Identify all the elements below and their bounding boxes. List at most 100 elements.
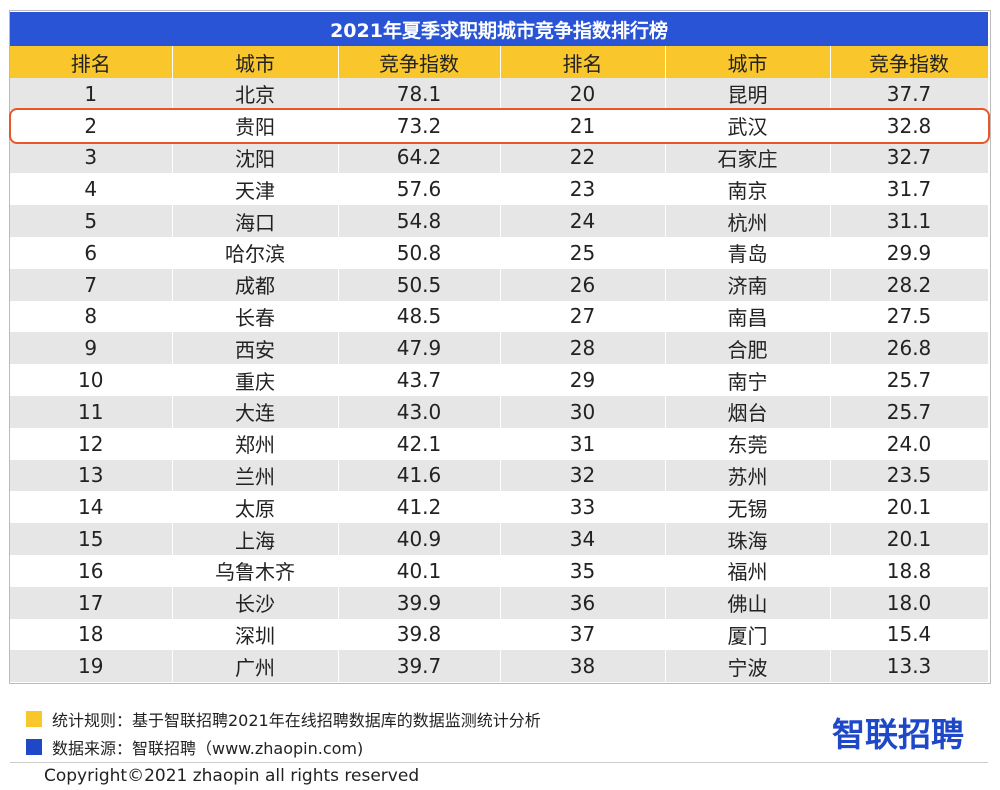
table-cell: 14	[10, 491, 173, 524]
table-cell: 43.7	[338, 364, 501, 396]
table-cell: 38	[500, 650, 666, 683]
table-cell: 长春	[172, 300, 339, 333]
header-cell: 竞争指数	[830, 46, 989, 78]
table-cell: 27.5	[830, 300, 989, 333]
table-cell: 24.0	[830, 427, 989, 460]
table-cell: 13.3	[830, 650, 989, 683]
table-cell: 北京	[172, 78, 339, 110]
table-cell: 48.5	[338, 300, 501, 333]
table-cell: 乌鲁木齐	[172, 554, 339, 587]
table-cell: 19	[10, 650, 173, 683]
table-cell: 13	[10, 459, 173, 492]
table-cell: 沈阳	[172, 141, 339, 174]
note: 统计规则：基于智联招聘2021年在线招聘数据库的数据监测统计分析	[52, 711, 541, 730]
table-cell: 16	[10, 554, 173, 587]
table-cell: 28	[500, 332, 666, 365]
table-cell: 10	[10, 364, 173, 396]
table-cell: 3	[10, 141, 173, 174]
table-cell: 佛山	[665, 586, 831, 619]
table-cell: 20.1	[830, 491, 989, 524]
table-cell: 64.2	[338, 141, 501, 174]
table-cell: 石家庄	[665, 141, 831, 174]
table-cell: 37.7	[830, 78, 989, 110]
table-cell: 27	[500, 300, 666, 333]
table-row: 4 天津 57.6 23 南京 31.7	[10, 173, 989, 206]
header-cell: 竞争指数	[338, 46, 501, 78]
table-cell: 31	[500, 427, 666, 460]
table-cell: 29.9	[830, 236, 989, 269]
highlight-box	[9, 108, 990, 144]
table-cell: 20	[500, 78, 666, 110]
table-cell: 54.8	[338, 205, 501, 237]
table-cell: 珠海	[665, 523, 831, 555]
header-cell: 排名	[500, 46, 666, 78]
table-cell: 18.0	[830, 586, 989, 619]
table-cell: 海口	[172, 205, 339, 237]
table-row: 15 上海 40.9 34 珠海 20.1	[10, 523, 989, 555]
table-cell: 26	[500, 268, 666, 301]
table-cell: 哈尔滨	[172, 236, 339, 269]
table-cell: 昆明	[665, 78, 831, 110]
table-cell: 50.8	[338, 236, 501, 269]
table-cell: 合肥	[665, 332, 831, 365]
table-cell: 34	[500, 523, 666, 555]
table-cell: 15.4	[830, 618, 989, 651]
table-cell: 东莞	[665, 427, 831, 460]
table-cell: 西安	[172, 332, 339, 365]
note: 数据来源：智联招聘（www.zhaopin.com)	[52, 739, 364, 758]
table-row: 7 成都 50.5 26 济南 28.2	[10, 268, 989, 301]
table-cell: 37	[500, 618, 666, 651]
table-cell: 杭州	[665, 205, 831, 237]
blue-marker	[26, 739, 42, 755]
header-row: 排名 城市 竞争指数 排名 城市 竞争指数	[10, 46, 989, 78]
table-cell: 20.1	[830, 523, 989, 555]
table-cell: 9	[10, 332, 173, 365]
header-cell: 排名	[10, 46, 173, 78]
table-cell: 30	[500, 395, 666, 428]
header-cell: 城市	[172, 46, 339, 78]
table-cell: 5	[10, 205, 173, 237]
table-cell: 31.1	[830, 205, 989, 237]
table-cell: 8	[10, 300, 173, 333]
separator	[10, 762, 988, 763]
table-row: 5 海口 54.8 24 杭州 31.1	[10, 205, 989, 237]
table-cell: 重庆	[172, 364, 339, 396]
table-cell: 南京	[665, 173, 831, 206]
table-title: 2021年夏季求职期城市竞争指数排行榜	[10, 12, 989, 46]
table-row: 18 深圳 39.8 37 厦门 15.4	[10, 618, 989, 651]
table-cell: 6	[10, 236, 173, 269]
table-cell: 31.7	[830, 173, 989, 206]
table-cell: 15	[10, 523, 173, 555]
table-cell: 36	[500, 586, 666, 619]
table-cell: 太原	[172, 491, 339, 524]
table-cell: 40.1	[338, 554, 501, 587]
table-cell: 宁波	[665, 650, 831, 683]
table-cell: 武汉	[665, 109, 831, 142]
table-cell: 南昌	[665, 300, 831, 333]
table-row: 3 沈阳 64.2 22 石家庄 32.7	[10, 141, 989, 174]
table-row: 19 广州 39.7 38 宁波 13.3	[10, 650, 989, 683]
table-cell: 7	[10, 268, 173, 301]
table-cell: 41.2	[338, 491, 501, 524]
table-cell: 25.7	[830, 364, 989, 396]
table-cell: 50.5	[338, 268, 501, 301]
table-cell: 29	[500, 364, 666, 396]
table-cell: 18.8	[830, 554, 989, 587]
table-cell: 1	[10, 78, 173, 110]
table-cell: 39.8	[338, 618, 501, 651]
table-row: 14 太原 41.2 33 无锡 20.1	[10, 491, 989, 524]
table-cell: 上海	[172, 523, 339, 555]
table-cell: 2	[10, 109, 173, 142]
table-row: 9 西安 47.9 28 合肥 26.8	[10, 332, 989, 365]
table-cell: 18	[10, 618, 173, 651]
yellow-marker	[26, 711, 42, 727]
table-cell: 26.8	[830, 332, 989, 365]
table-cell: 福州	[665, 554, 831, 587]
table-cell: 33	[500, 491, 666, 524]
table-cell: 25.7	[830, 395, 989, 428]
table-cell: 济南	[665, 268, 831, 301]
table-row: 16 乌鲁木齐 40.1 35 福州 18.8	[10, 554, 989, 587]
table-cell: 11	[10, 395, 173, 428]
table-cell: 苏州	[665, 459, 831, 492]
